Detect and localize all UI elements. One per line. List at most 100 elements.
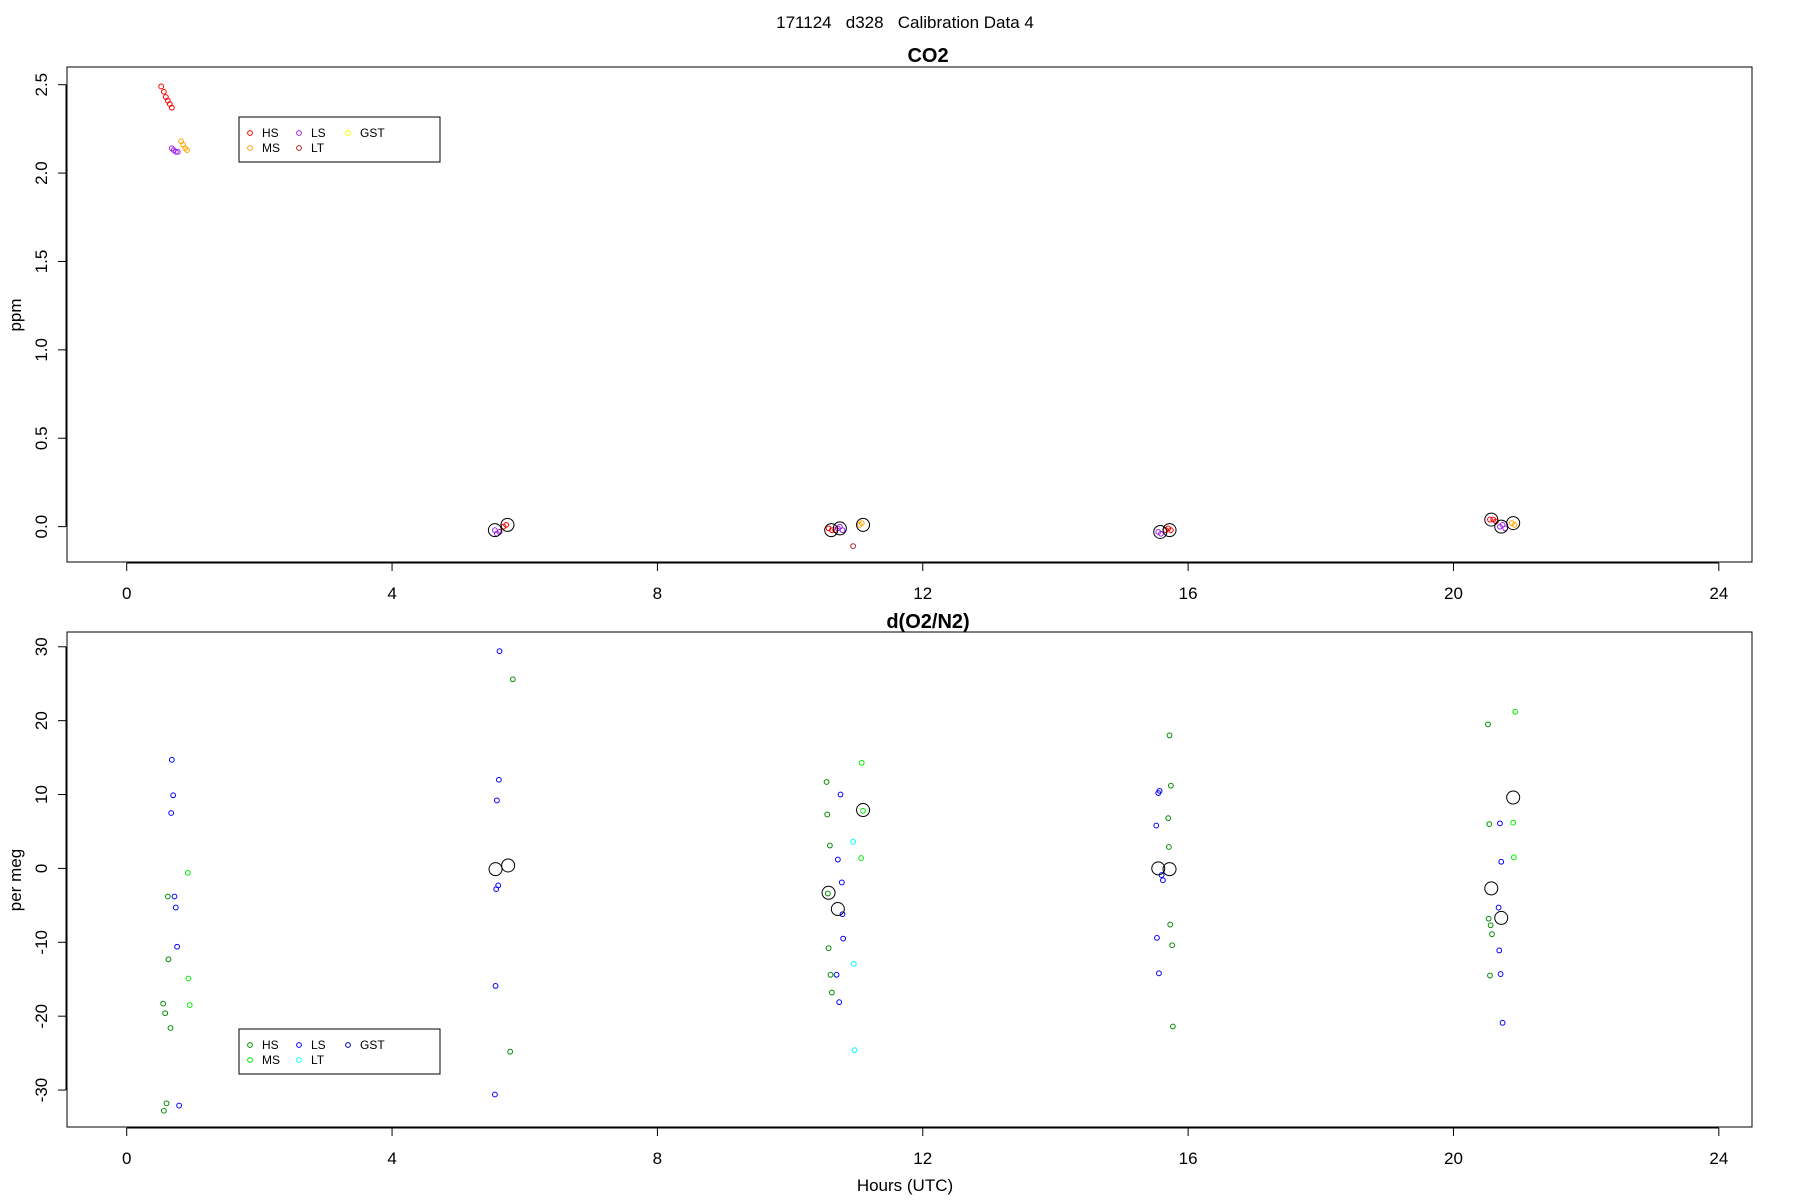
co2-legend-label-gst: GST (360, 126, 385, 140)
o2n2-point-lt (850, 838, 857, 845)
o2n2-average-marker (488, 862, 503, 877)
o2n2-point-hs (1487, 972, 1493, 979)
o2n2-point-hs (824, 811, 831, 818)
o2n2-x-tick-label: 16 (1179, 1149, 1198, 1168)
o2n2-point-hs (1169, 942, 1176, 949)
o2n2-point-ls (1497, 971, 1504, 977)
o2n2-x-tick-label: 0 (122, 1149, 131, 1168)
co2-legend-marker-hs (247, 130, 253, 136)
o2n2-point-ms (858, 759, 865, 766)
o2n2-point-ls (1499, 1019, 1506, 1026)
o2n2-average-marker (1162, 862, 1177, 877)
o2n2-point-ls (1154, 934, 1160, 941)
o2n2-point-hs (825, 890, 831, 897)
co2-plot-area: 0 4 8 12 16 20 24 0.0 0.5 1.0 1.5 2.0 2.5 (32, 66, 1753, 603)
o2n2-average-marker (830, 902, 845, 917)
o2n2-point-ls (1153, 822, 1160, 829)
o2n2-point-ls (493, 797, 500, 804)
o2n2-point-hs (827, 971, 834, 978)
co2-legend-label-lt: LT (311, 141, 325, 155)
o2n2-point-ls (492, 982, 499, 989)
co2-x-tick-label: 8 (653, 584, 662, 603)
co2-legend-box (238, 116, 441, 163)
co2-point-ms (184, 147, 190, 153)
o2n2-point-hs (160, 1000, 167, 1007)
o2n2-point-ls (1156, 787, 1163, 794)
o2n2-title: d(O2/N2) (886, 611, 969, 633)
o2n2-y-tick-label: 0 (32, 864, 51, 873)
o2n2-point-ls (1495, 904, 1502, 911)
co2-legend-marker-ms (247, 145, 253, 151)
co2-x-tick-label: 20 (1444, 584, 1463, 603)
o2n2-point-ls (838, 879, 845, 886)
o2n2-average-marker (856, 803, 871, 818)
co2-point-ms (858, 520, 865, 527)
o2n2-y-tick-label: 10 (32, 785, 51, 804)
o2n2-y-tick-label: -20 (32, 1004, 51, 1029)
o2n2-point-hs (507, 1048, 514, 1055)
o2n2-legend-box (238, 1028, 441, 1075)
o2n2-plot-area: 0 4 8 12 16 20 24 -30 -20 -10 0 10 20 30 (32, 631, 1753, 1168)
o2n2-average-marker (1151, 861, 1166, 876)
co2-point-hs (1167, 527, 1174, 534)
co2-point-hs (160, 88, 167, 95)
co2-average-marker (832, 521, 847, 536)
o2n2-point-hs (1167, 921, 1174, 928)
o2n2-point-hs (167, 1025, 174, 1031)
o2n2-x-tick-label: 20 (1444, 1149, 1463, 1168)
o2n2-x-tick-label: 12 (913, 1149, 932, 1168)
co2-legend-label-ls: LS (311, 126, 326, 140)
o2n2-point-ls (491, 1091, 498, 1098)
o2n2-point-ls (172, 904, 179, 911)
o2n2-point-hs (1485, 721, 1491, 728)
co2-average-marker (856, 517, 871, 532)
co2-legend-label-ms: MS (262, 141, 280, 155)
co2-point-hs (168, 104, 175, 111)
co2-point-ls (839, 527, 846, 534)
co2-average-marker (1484, 512, 1499, 527)
o2n2-point-ls (174, 943, 181, 950)
o2n2-point-hs (509, 676, 516, 683)
co2-y-tick-label: 1.5 (32, 250, 51, 274)
co2-x-tick-label: 16 (1179, 584, 1198, 603)
o2n2-point-hs (162, 1010, 169, 1017)
co2-point-hs (158, 83, 165, 90)
o2n2-y-tick-label: 20 (32, 711, 51, 730)
o2n2-point-hs (1487, 922, 1494, 929)
co2-legend-marker-lt (296, 145, 302, 151)
o2n2-y-tick-label: 30 (32, 637, 51, 656)
o2n2-point-ls (1156, 970, 1162, 977)
o2n2-point-hs (1486, 821, 1493, 827)
co2-y-tick-label: 2.0 (32, 161, 51, 185)
co2-point-hs (828, 527, 835, 534)
o2n2-point-ls (170, 792, 177, 799)
co2-y-tick-label: 0.0 (32, 515, 51, 539)
o2n2-legend-label-gst: GST (360, 1038, 385, 1052)
o2n2-legend: HS MS LS LT GST (238, 1028, 441, 1075)
co2-legend: HS MS LS LT GST (238, 116, 441, 163)
co2-y-tick-label: 1.0 (32, 338, 51, 362)
o2n2-xlabel: Hours (UTC) (857, 1176, 953, 1195)
o2n2-point-ms (184, 869, 191, 876)
co2-plot-frame (66, 66, 1753, 563)
o2n2-plot-frame (66, 631, 1753, 1128)
o2n2-legend-marker-lt (296, 1057, 302, 1063)
o2n2-point-lt (850, 960, 857, 967)
o2n2-average-marker (501, 858, 516, 873)
o2n2-average-marker (821, 885, 836, 900)
o2n2-point-ls (840, 935, 847, 942)
co2-point-hs (1487, 516, 1493, 523)
co2-average-marker (1153, 524, 1168, 539)
o2n2-point-hs (1489, 931, 1495, 938)
o2n2-point-hs (826, 842, 833, 849)
o2n2-point-ls (833, 971, 840, 978)
o2n2-legend-marker-gst (345, 1042, 351, 1048)
co2-point-hs (503, 521, 510, 528)
co2-panel: CO2 ppm 0 4 8 12 16 20 24 0.0 0.5 1.0 1.5 2.0 2.5 HS… (6, 45, 1753, 603)
co2-average-marker (1506, 516, 1521, 531)
o2n2-point-hs (165, 956, 172, 963)
o2n2-x-tick-label: 4 (387, 1149, 396, 1168)
co2-average-marker (824, 523, 839, 538)
co2-point-ms (1511, 521, 1518, 528)
o2n2-point-ls (493, 886, 500, 893)
